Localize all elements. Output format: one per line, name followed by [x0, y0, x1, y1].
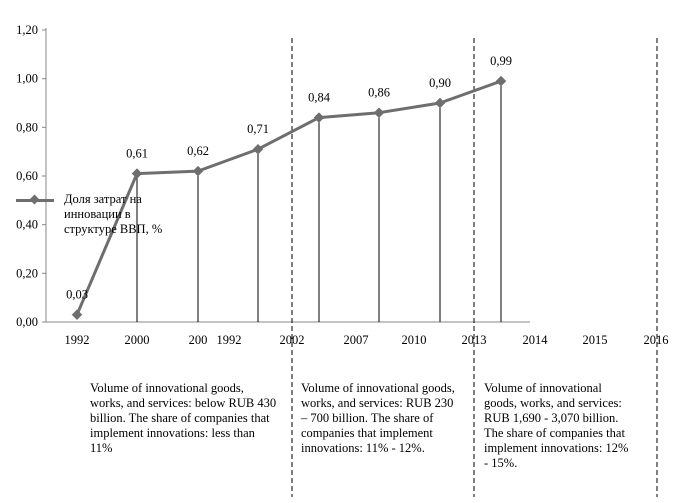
- x-tick-label: 1992: [65, 333, 90, 347]
- data-point: [495, 75, 507, 87]
- data-labels: 0,03 0,61 0,62 0,71 0,84 0,86 0,90 0,99: [66, 54, 512, 302]
- period-note-1: Volume of innovational goods, works, and…: [90, 381, 277, 455]
- data-point: [373, 107, 385, 119]
- period-dividers: [291, 38, 658, 497]
- y-tick-label: 1,20: [16, 23, 38, 37]
- x-tick-label: 2015: [583, 333, 608, 347]
- x-tick-label: 200: [189, 333, 208, 347]
- x-tick-labels: 1992 2000 200 1992 2002 2007 2010 2013 2014 2015 2…: [65, 333, 669, 347]
- x-tick-label: 2016: [644, 333, 669, 347]
- data-label: 0,71: [247, 122, 269, 136]
- data-label: 0,86: [368, 86, 390, 100]
- x-tick-label: 2010: [402, 333, 427, 347]
- data-point: [434, 97, 446, 109]
- y-tick-label: 0,80: [16, 120, 38, 134]
- x-tick-label: 2013: [462, 333, 487, 347]
- legend-label: Доля затрат на инновации в структуре ВВП…: [64, 192, 163, 236]
- y-tick-label: 1,00: [16, 72, 38, 86]
- y-tick-label: 0,20: [16, 266, 38, 280]
- y-tick-labels: 0,00 0,20 0,40 0,60 0,80 1,00 1,20: [16, 23, 46, 329]
- data-label: 0,99: [490, 54, 512, 68]
- x-tick-label: 2002: [280, 333, 305, 347]
- drop-lines: [136, 81, 502, 322]
- y-tick-label: 0,40: [16, 218, 38, 232]
- data-point: [252, 143, 264, 155]
- series-line: [71, 75, 507, 321]
- period-note-3: Volume of innovational goods, works, and…: [484, 381, 629, 470]
- data-point: [71, 309, 83, 321]
- x-tick-label: 2014: [523, 333, 549, 347]
- data-point: [131, 168, 143, 179]
- x-tick-label: 1992: [217, 333, 242, 347]
- data-label: 0,61: [126, 147, 148, 161]
- x-tick-label: 2000: [125, 333, 150, 347]
- y-tick-label: 0,00: [16, 315, 38, 329]
- period-note-2: Volume of innovational goods, works, and…: [301, 381, 455, 455]
- data-point: [313, 112, 325, 123]
- data-point: [192, 165, 204, 177]
- data-label: 0,84: [308, 91, 331, 105]
- axes: [45, 28, 530, 323]
- data-label: 0,62: [187, 144, 209, 158]
- x-tick-label: 2007: [344, 333, 369, 347]
- series-line: [75, 79, 502, 316]
- data-label: 0,03: [66, 288, 88, 302]
- y-tick-label: 0,60: [16, 169, 38, 183]
- data-label: 0,90: [429, 76, 451, 90]
